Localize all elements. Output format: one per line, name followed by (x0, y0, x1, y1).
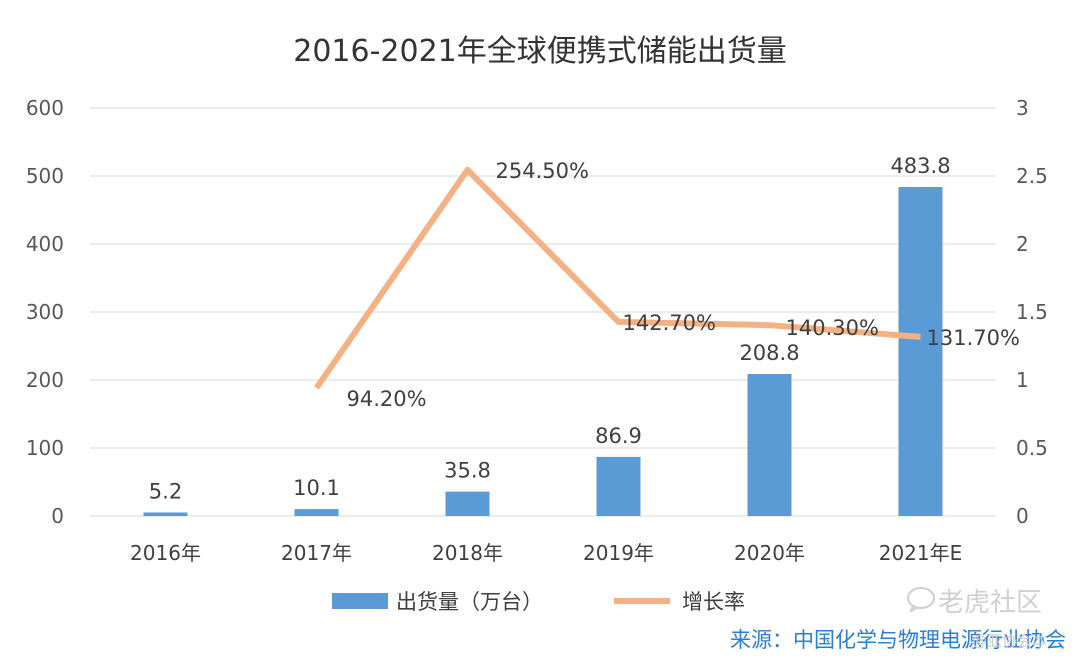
watermark-text: 老虎社区 (938, 588, 1043, 618)
y-left-tick-label: 500 (26, 164, 64, 188)
watermark: 老虎社区 (904, 582, 1042, 619)
y-left-tick-label: 100 (26, 436, 64, 460)
y-left-tick-label: 600 (26, 96, 64, 120)
legend-label-bar: 出货量（万台） (396, 590, 543, 614)
bar (596, 456, 641, 516)
y-left-tick-label: 300 (26, 300, 64, 324)
line-data-label: 131.70% (927, 326, 1020, 350)
bar-data-label: 35.8 (444, 459, 491, 483)
y-right-tick-label: 2 (1016, 232, 1029, 256)
y-right-tick-label: 2.5 (1016, 164, 1048, 188)
line-data-label: 140.30% (786, 316, 879, 340)
bar (143, 512, 188, 516)
bar-data-label: 208.8 (739, 341, 799, 365)
growth-line (314, 166, 921, 390)
x-tick-label: 2020年 (734, 541, 805, 565)
bar-data-label: 10.1 (293, 476, 340, 500)
chart-title: 2016-2021年全球便携式储能出货量 (293, 34, 787, 69)
y-right-tick-label: 1.5 (1016, 300, 1048, 324)
y-left-tick-label: 200 (26, 368, 64, 392)
bar (747, 374, 792, 516)
x-tick-label: 2016年 (130, 541, 201, 565)
y-left-tick-label: 0 (51, 504, 64, 528)
legend-label-line: 增长率 (682, 590, 745, 614)
legend-swatch-bar (332, 593, 388, 609)
bar (445, 491, 490, 516)
y-left-tick-label: 400 (26, 232, 64, 256)
y-right-tick-label: 0.5 (1016, 436, 1048, 460)
x-tick-label: 2021年E (879, 541, 963, 565)
line-data-label: 254.50% (496, 159, 589, 183)
x-tick-label: 2018年 (432, 541, 503, 565)
bar-data-label: 5.2 (149, 479, 182, 503)
x-tick-label: 2017年 (281, 541, 352, 565)
bar-data-label: 86.9 (595, 424, 642, 448)
y-right-tick-label: 3 (1016, 96, 1029, 120)
line-data-label: 94.20% (347, 387, 427, 411)
bar (294, 509, 339, 516)
bar (898, 187, 943, 517)
y-right-tick-label: 1 (1016, 368, 1029, 392)
line-data-label: 142.70% (623, 311, 716, 335)
chat-bubble-icon (907, 587, 935, 612)
source-note: 来源：中国化学与物理电源行业协会 (730, 628, 1066, 652)
bar-data-label: 483.8 (890, 154, 950, 178)
x-tick-label: 2019年 (583, 541, 654, 565)
watermark-small: @亚协会本 (972, 632, 1048, 650)
y-right-tick-label: 0 (1016, 504, 1029, 528)
